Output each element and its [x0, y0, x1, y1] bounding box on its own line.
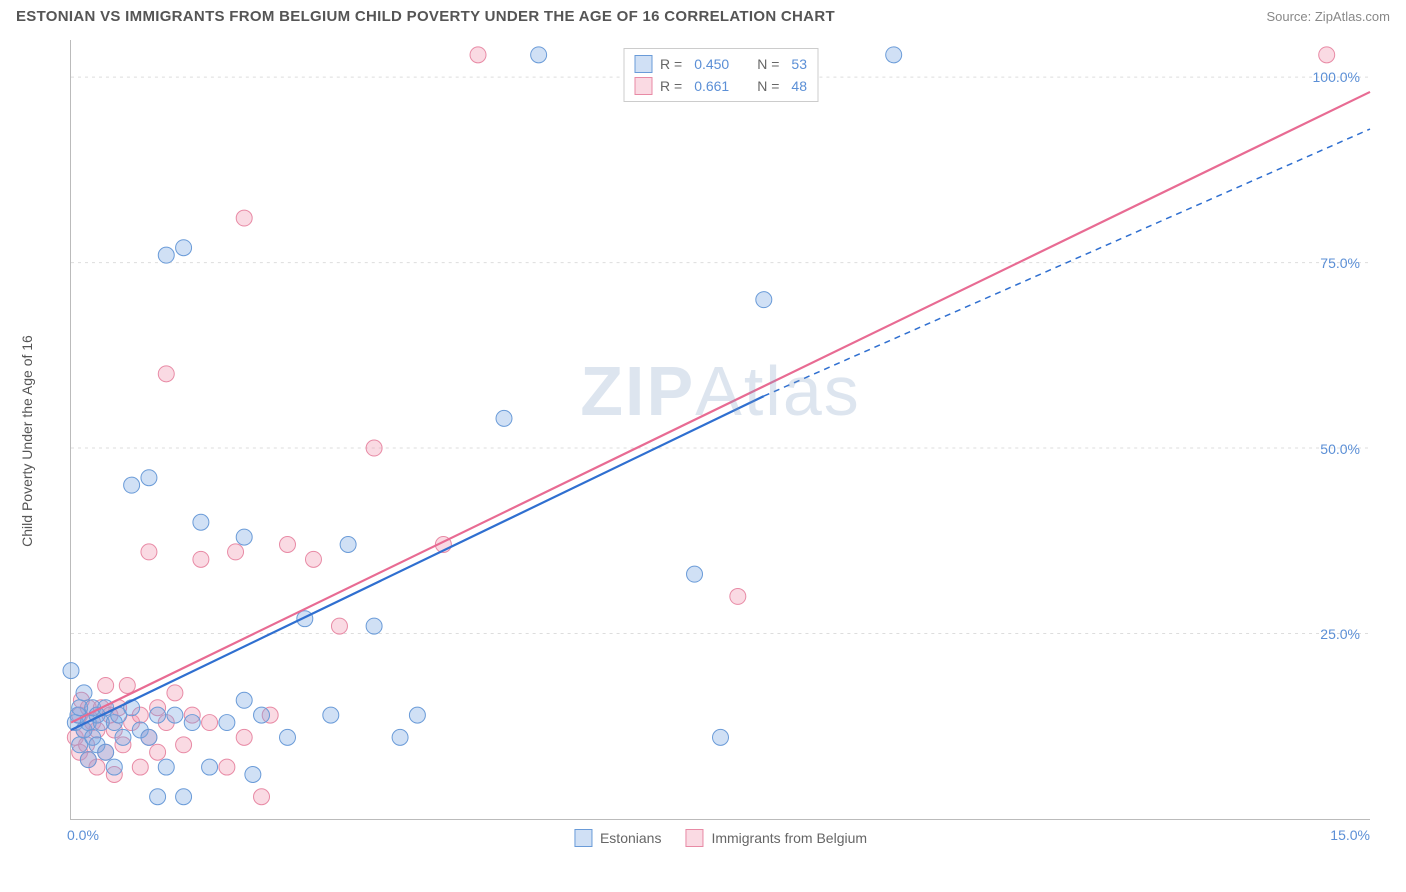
gridlines: [71, 77, 1370, 633]
chart-header: ESTONIAN VS IMMIGRANTS FROM BELGIUM CHIL…: [0, 0, 1406, 29]
chart-svg: [71, 40, 1370, 819]
swatch-estonians: [634, 55, 652, 73]
n-value-estonians: 53: [791, 56, 807, 72]
y-tick-label: 25.0%: [1320, 626, 1360, 642]
y-tick-label: 75.0%: [1320, 255, 1360, 271]
source-attribution: Source: ZipAtlas.com: [1266, 9, 1390, 24]
y-tick-label: 100.0%: [1313, 69, 1360, 85]
legend-row-belgium: R = 0.661 N = 48: [634, 75, 807, 97]
swatch-belgium-icon: [685, 829, 703, 847]
legend-label-estonians: Estonians: [600, 830, 661, 846]
series-legend: Estonians Immigrants from Belgium: [574, 829, 867, 847]
trend-lines: [71, 92, 1370, 730]
chart-container: Child Poverty Under the Age of 16 ZIPAtl…: [55, 40, 1395, 842]
chart-title: ESTONIAN VS IMMIGRANTS FROM BELGIUM CHIL…: [16, 8, 835, 25]
source-prefix: Source:: [1266, 9, 1314, 24]
r-value-belgium: 0.661: [694, 78, 729, 94]
y-tick-label: 50.0%: [1320, 441, 1360, 457]
legend-label-belgium: Immigrants from Belgium: [711, 830, 867, 846]
source-name: ZipAtlas.com: [1315, 9, 1390, 24]
n-value-belgium: 48: [791, 78, 807, 94]
n-label: N =: [757, 78, 779, 94]
plot-area: ZIPAtlas R = 0.450 N = 53 R = 0.661 N = …: [70, 40, 1370, 820]
r-label: R =: [660, 78, 682, 94]
y-axis-label: Child Poverty Under the Age of 16: [19, 335, 35, 547]
scatter-points-estonians: [63, 47, 902, 805]
correlation-legend: R = 0.450 N = 53 R = 0.661 N = 48: [623, 48, 818, 102]
swatch-estonians-icon: [574, 829, 592, 847]
legend-item-belgium: Immigrants from Belgium: [685, 829, 867, 847]
n-label: N =: [757, 56, 779, 72]
r-label: R =: [660, 56, 682, 72]
x-tick-label: 15.0%: [1330, 827, 1370, 843]
legend-row-estonians: R = 0.450 N = 53: [634, 53, 807, 75]
legend-item-estonians: Estonians: [574, 829, 661, 847]
x-tick-label: 0.0%: [67, 827, 99, 843]
swatch-belgium: [634, 77, 652, 95]
r-value-estonians: 0.450: [694, 56, 729, 72]
